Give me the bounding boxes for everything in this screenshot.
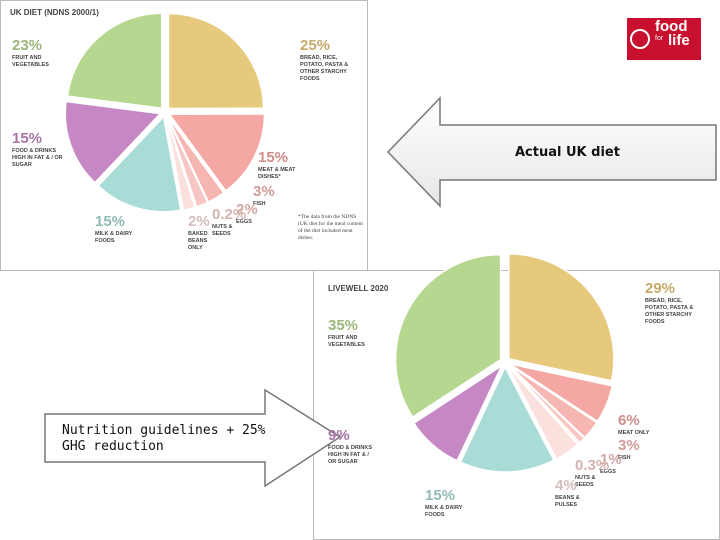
value-label: 9% <box>328 427 350 444</box>
category-label: FISH <box>253 201 266 207</box>
category-label: EGGS <box>600 469 616 475</box>
category-label: MILK & DAIRY FOODS <box>425 505 463 518</box>
value-label: 0.3% <box>575 457 610 474</box>
value-label: 15% <box>95 213 126 230</box>
value-label: 3% <box>618 437 640 454</box>
pie-slice <box>459 365 555 473</box>
callout-top: Actual UK diet <box>515 145 620 160</box>
category-label: FOOD & DRINKS HIGH IN FAT & / OR SUGAR <box>328 445 372 465</box>
pie-slice <box>394 253 502 419</box>
pie-slice <box>412 363 504 462</box>
pie-slice <box>507 365 579 461</box>
value-label: 23% <box>12 37 43 54</box>
category-label: BREAD, RICE, POTATO, PASTA & OTHER STARC… <box>300 55 349 82</box>
pie-slice <box>167 113 266 192</box>
value-label: 3% <box>253 183 275 200</box>
logo-word: life <box>668 32 690 49</box>
category-label: MEAT & MEAT DISHES* <box>258 167 296 180</box>
category-label: BREAD, RICE, POTATO, PASTA & OTHER STARC… <box>645 298 694 325</box>
category-label: FOOD & DRINKS HIGH IN FAT & / OR SUGAR <box>12 148 63 168</box>
arrow-right <box>44 388 342 488</box>
value-label: 15% <box>258 149 289 166</box>
value-label: 4% <box>555 477 577 494</box>
value-label: 0.2% <box>212 206 247 223</box>
value-label: 15% <box>12 130 43 147</box>
category-label: FRUIT AND VEGETABLES <box>328 335 365 348</box>
category-label: NUTS & SEEDS <box>212 224 233 237</box>
callout-bottom: Nutrition guidelines + 25% GHG reduction <box>62 423 266 454</box>
value-label: 6% <box>618 412 640 429</box>
pie-slice <box>66 12 163 110</box>
pie-slice <box>167 12 265 110</box>
category-label: FISH <box>618 455 631 461</box>
value-label: 2% <box>188 213 210 230</box>
value-label: 25% <box>300 37 331 54</box>
value-label: 2% <box>236 201 258 218</box>
logo-word: food <box>655 18 688 35</box>
category-label: MEAT ONLY <box>618 430 650 436</box>
pie-slice <box>64 100 162 184</box>
pie-slice <box>509 363 614 423</box>
logo-icon <box>630 29 650 49</box>
value-label: 15% <box>425 487 456 504</box>
value-label: 35% <box>328 317 359 334</box>
footnote: *The data from the NDNS (UK diet for the… <box>298 214 363 241</box>
pie-slice <box>97 115 182 213</box>
pie-slice <box>508 253 615 382</box>
arrow-left <box>386 96 717 208</box>
category-label: MILK & DAIRY FOODS <box>95 231 133 244</box>
category-label: NUTS & SEEDS <box>575 475 596 488</box>
category-label: BEANS & PULSES <box>555 495 580 508</box>
value-label: 29% <box>645 280 676 297</box>
chart-title: LIVEWELL 2020 <box>328 284 389 293</box>
category-label: EGGS <box>236 219 252 225</box>
logo <box>627 18 701 60</box>
category-label: BAKED BEANS ONLY <box>188 231 208 251</box>
logo-word: for <box>655 35 664 42</box>
pie-slice <box>166 115 225 204</box>
chart-title: UK DIET (NDNS 2000/1) <box>10 8 99 17</box>
pie-slice <box>165 116 196 212</box>
category-label: FRUIT AND VEGETABLES <box>12 55 49 68</box>
value-label: 1% <box>600 451 622 468</box>
